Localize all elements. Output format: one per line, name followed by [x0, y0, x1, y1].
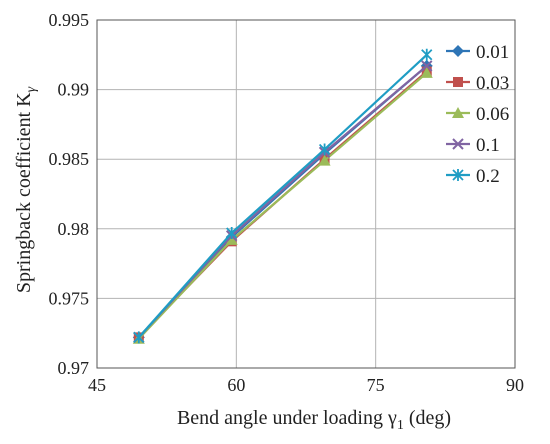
legend-label: 0.06 — [476, 104, 509, 125]
data-point — [318, 143, 331, 156]
legend-label: 0.2 — [476, 166, 500, 187]
data-point — [421, 60, 433, 72]
legend-label: 0.03 — [476, 73, 509, 94]
legend-entry: 0.03 — [446, 73, 509, 94]
y-tick-label: 0.995 — [49, 10, 90, 30]
y-axis-title: Springback coefficient Kγ — [13, 86, 39, 293]
legend-marker — [452, 107, 464, 118]
x-axis-title: Bend angle under loading γ1 (deg) — [177, 407, 451, 433]
series-0.2 — [133, 48, 433, 344]
y-axis-title-subscript: γ — [24, 86, 39, 92]
legend-label: 0.1 — [476, 135, 500, 156]
x-axis-title-main: Bend angle under loading γ — [177, 407, 397, 429]
series-line — [137, 53, 428, 339]
tick-labels: 45 60 75 90 0.97 0.975 0.98 0.985 0.99 0.995 — [49, 10, 525, 395]
y-tick-label: 0.975 — [49, 288, 90, 308]
y-tick-label: 0.98 — [58, 219, 90, 239]
y-tick-label: 0.97 — [58, 358, 90, 378]
data-point — [420, 66, 433, 78]
legend-entry: 0.1 — [446, 135, 500, 156]
data-point — [226, 226, 238, 239]
plot-area-frame — [96, 19, 516, 369]
series-line — [137, 65, 428, 339]
x-tick-label: 45 — [88, 375, 106, 395]
legend: 0.01 0.03 0.06 0.1 0.2 — [446, 42, 509, 187]
series-0.06 — [132, 66, 433, 344]
data-point — [133, 331, 145, 344]
legend-marker — [452, 169, 464, 181]
series-group — [132, 48, 433, 344]
legend-marker — [453, 77, 463, 87]
x-tick-label: 90 — [506, 375, 524, 395]
legend-marker — [452, 45, 464, 57]
y-tick-label: 0.985 — [49, 149, 90, 169]
legend-label: 0.01 — [476, 42, 509, 63]
x-axis-title-unit: (deg) — [404, 407, 451, 429]
y-axis-title-main: Springback coefficient K — [13, 92, 35, 293]
x-tick-label: 60 — [227, 375, 245, 395]
series-line — [137, 65, 428, 339]
data-point — [318, 154, 331, 166]
series-0.01 — [132, 59, 433, 344]
legend-marker — [452, 138, 464, 150]
legend-entry: 0.06 — [446, 104, 509, 125]
legend-entry: 0.2 — [446, 166, 500, 187]
series-line — [137, 72, 428, 340]
series-0.1 — [133, 60, 433, 344]
data-point — [421, 48, 433, 61]
x-axis-title-subscript: 1 — [397, 418, 404, 433]
legend-entry: 0.01 — [446, 42, 509, 63]
y-tick-label: 0.99 — [58, 80, 90, 100]
x-tick-label: 75 — [367, 375, 385, 395]
data-point — [225, 233, 238, 245]
